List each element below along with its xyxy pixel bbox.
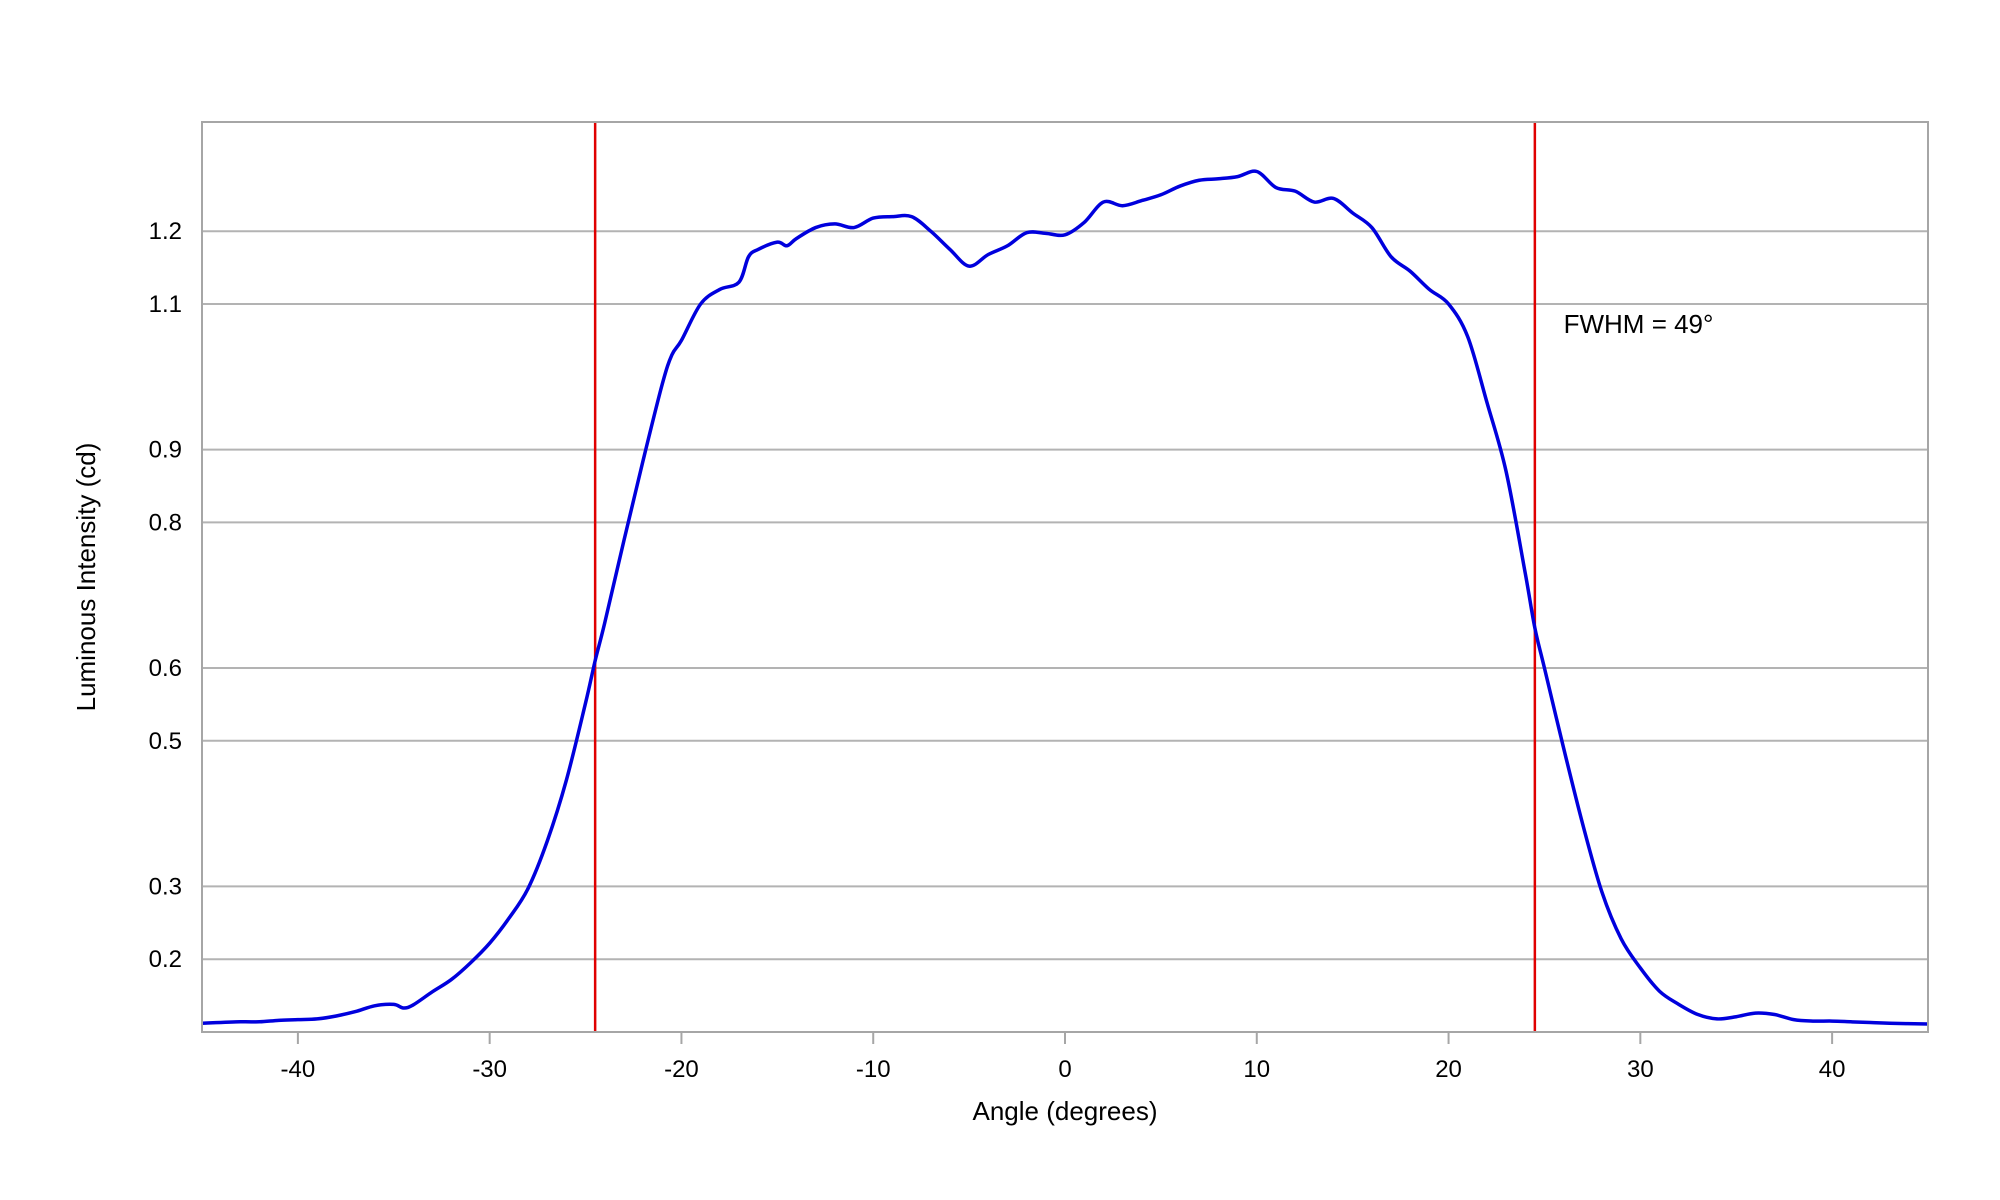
- x-tick-label: 20: [1435, 1056, 1462, 1083]
- y-tick-label: 0.5: [149, 728, 182, 755]
- axis-ticks: [296, 1032, 1834, 1044]
- x-tick-label: -10: [856, 1056, 891, 1083]
- x-tick-label: 30: [1627, 1056, 1654, 1083]
- y-tick-label: 0.9: [149, 437, 182, 464]
- gridlines: [202, 230, 1928, 961]
- x-tick-label: -20: [664, 1056, 699, 1083]
- intensity-series-line: [201, 169, 1929, 1026]
- y-axis-title: Luminous Intensity (cd): [71, 443, 101, 712]
- y-tick-label: 1.1: [149, 291, 182, 318]
- y-tick-label: 0.8: [149, 509, 182, 536]
- fwhm-annotation: FWHM = 49°: [1564, 309, 1714, 339]
- x-tick-label: 0: [1058, 1056, 1071, 1083]
- x-tick-label: 10: [1243, 1056, 1270, 1083]
- y-tick-label: 0.2: [149, 946, 182, 973]
- fwhm-markers: [593, 122, 1537, 1032]
- tick-labels: 0.2 0.3 0.5 0.6 0.8 0.9 1.1 1.2 -40 -30 -20 -10 0 10 2…: [149, 218, 1846, 1083]
- y-tick-label: 0.6: [149, 655, 182, 682]
- x-tick-label: -40: [281, 1056, 316, 1083]
- plot-area-frame: [201, 121, 1929, 1033]
- y-tick-label: 0.3: [149, 873, 182, 900]
- x-tick-label: 40: [1819, 1056, 1846, 1083]
- x-axis-title: Angle (degrees): [973, 1096, 1158, 1126]
- series-layer: [201, 169, 1929, 1026]
- x-tick-label: -30: [472, 1056, 507, 1083]
- y-tick-label: 1.2: [149, 218, 182, 245]
